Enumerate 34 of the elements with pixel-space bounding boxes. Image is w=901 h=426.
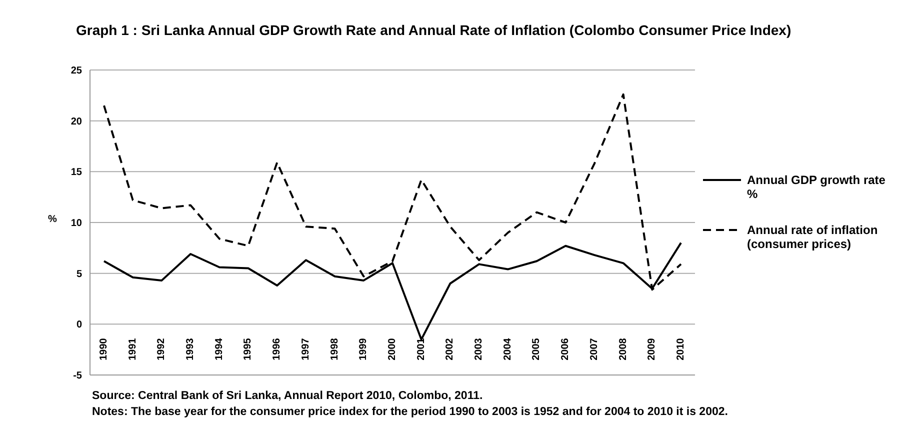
- x-tick-label: 1993: [185, 338, 196, 360]
- y-tick-label: 10: [70, 218, 82, 230]
- y-tick-label: 5: [76, 268, 82, 280]
- x-tick-label: 1997: [300, 338, 312, 360]
- x-tick-label: 1992: [156, 338, 168, 360]
- x-tick-label: 1994: [214, 338, 225, 360]
- x-tick-label: 1995: [242, 338, 254, 360]
- x-tick-label: 2009: [646, 338, 658, 360]
- x-tick-label: 2001: [416, 338, 427, 360]
- x-tick-label: 2000: [387, 338, 398, 360]
- y-tick-label: 15: [70, 167, 82, 178]
- legend-label: Annual GDP growth rate %: [747, 172, 886, 200]
- x-tick-label: 2005: [531, 338, 542, 360]
- x-tick-label: 2006: [560, 338, 572, 360]
- x-tick-label: 1991: [127, 338, 138, 360]
- text: Notes: The base year for the consumer price index for the period 1990 to 2003 is 1952 and for 2004 to 2010 it is 2002.: [92, 405, 728, 420]
- y-axis-title: %: [48, 214, 57, 225]
- x-tick-label: 2008: [618, 338, 629, 360]
- chart-title: Graph 1 : Sri Lanka Annual GDP Growth Rate and Annual Rate of Inflation (Colombo Consumer Price Index): [76, 22, 792, 38]
- x-tick-label: 2004: [502, 338, 514, 360]
- x-tick-label: 2003: [474, 338, 485, 360]
- x-tick-label: 1996: [272, 338, 283, 360]
- y-tick-label: 25: [70, 66, 82, 77]
- x-tick-label: 2010: [676, 338, 686, 360]
- legend-label: Annual rate of inflation (consumer prices): [747, 222, 879, 250]
- x-tick-label: 1998: [329, 338, 340, 360]
- y-tick-label: -5: [73, 370, 82, 382]
- x-tick-label: 2007: [588, 338, 600, 360]
- source-note: Source: Central Bank of Sri Lanka, Annual Report 2010, Colombo, 2011.: [92, 389, 484, 404]
- x-tick-label: 1990: [98, 338, 110, 360]
- x-tick-label: 2002: [444, 338, 456, 360]
- y-tick-label: 20: [70, 116, 82, 128]
- x-tick-label: 1999: [358, 338, 370, 360]
- y-tick-label: 0: [76, 320, 82, 331]
